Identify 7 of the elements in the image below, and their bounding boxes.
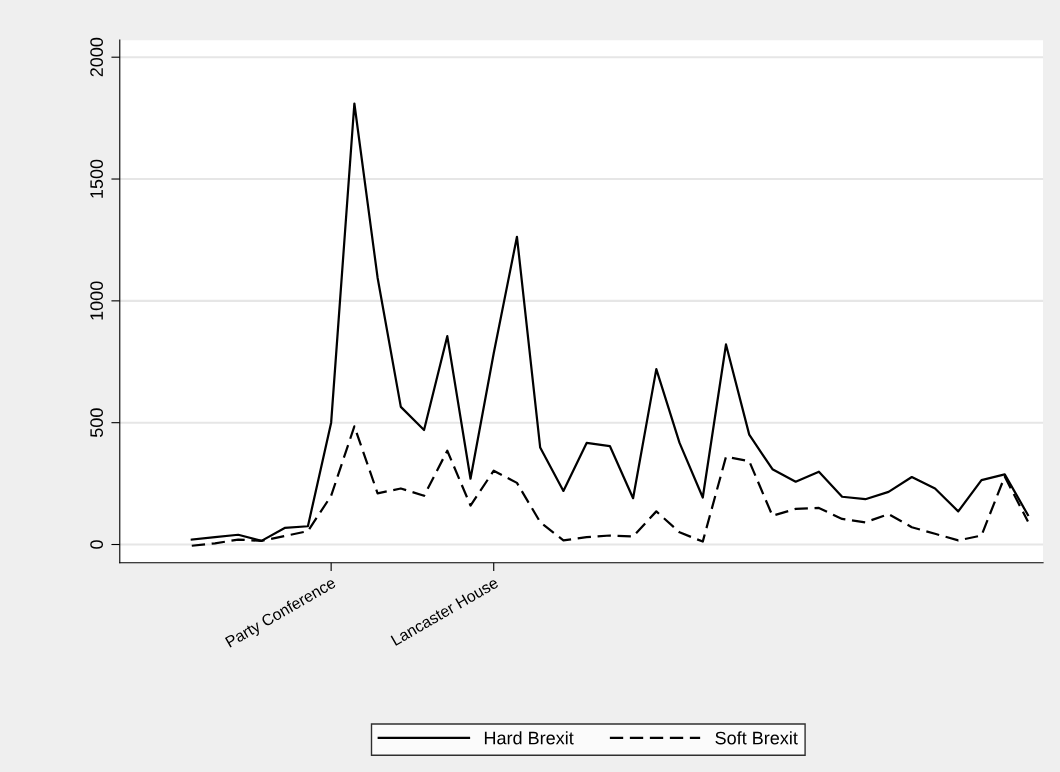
legend-label: Soft Brexit — [715, 731, 798, 745]
y-tick-label: 1500 — [90, 159, 104, 198]
legend-label: Hard Brexit — [484, 731, 574, 745]
y-tick-label: 500 — [90, 408, 104, 438]
y-tick-label: 0 — [90, 540, 104, 549]
y-tick-label: 2000 — [90, 37, 104, 77]
y-tick-label: 1000 — [90, 281, 104, 320]
